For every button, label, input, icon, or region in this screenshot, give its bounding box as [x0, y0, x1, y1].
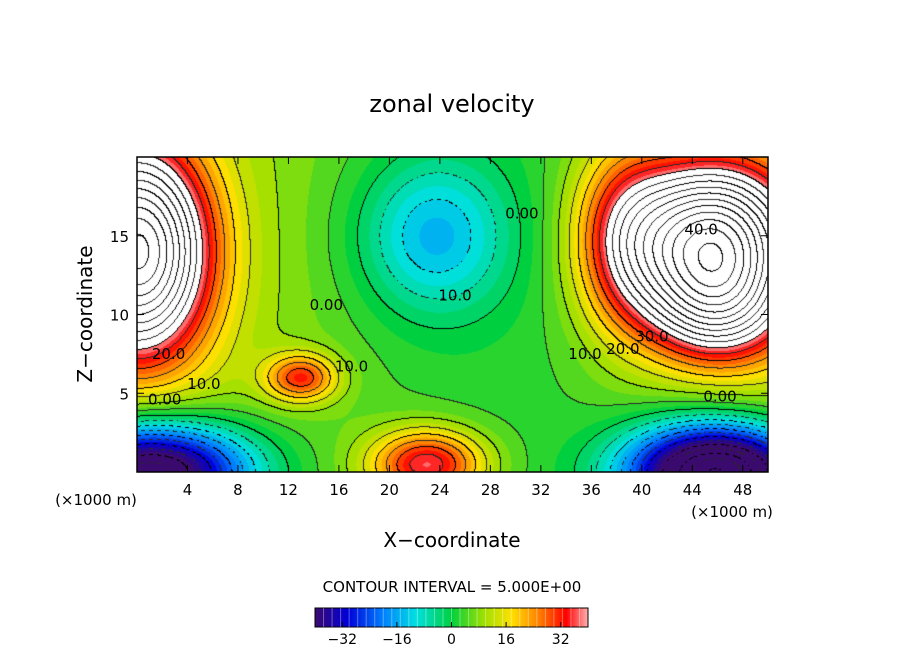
x-tick-label: 44 — [683, 481, 702, 499]
contour-label: 20.0 — [606, 340, 639, 358]
contour-label: 10.0 — [335, 357, 368, 375]
colorbar-tick-label: 0 — [447, 632, 456, 648]
contour-label: 0.00 — [505, 205, 538, 223]
contour-label: 0.00 — [148, 391, 181, 409]
colorbar-tick-label: 16 — [497, 632, 515, 648]
contour-label: 10.0 — [568, 345, 601, 363]
x-tick-label: 36 — [582, 481, 601, 499]
contour-label: 20.0 — [152, 345, 185, 363]
contour-label: 10.0 — [438, 287, 471, 305]
colorbar-stripes — [323, 608, 580, 627]
x-unit-right: (×1000 m) — [691, 503, 773, 521]
x-tick-label: 24 — [430, 481, 449, 499]
contour-label: 10.0 — [187, 375, 220, 393]
contour-interval-label: CONTOUR INTERVAL = 5.000E+00 — [323, 578, 582, 596]
x-tick-label: 8 — [233, 481, 243, 499]
x-tick-label: 32 — [531, 481, 550, 499]
colorbar: −32 −16 0 16 32 — [314, 607, 589, 648]
contour-label: 40.0 — [684, 220, 717, 238]
contour-field — [137, 157, 768, 472]
y-axis-ticks: 5 10 15 — [110, 228, 768, 403]
contour-label: 30.0 — [635, 328, 668, 346]
x-tick-label: 20 — [380, 481, 399, 499]
y-tick-label: 5 — [119, 385, 129, 403]
y-tick-label: 10 — [110, 307, 129, 325]
colorbar-ticks: −32 −16 0 16 32 — [328, 622, 570, 648]
x-tick-label: 4 — [183, 481, 193, 499]
contour-label: 0.00 — [310, 296, 343, 314]
x-tick-label: 16 — [329, 481, 348, 499]
colorbar-tick-label: −16 — [382, 632, 412, 648]
x-tick-label: 40 — [632, 481, 651, 499]
contour-labels: 40.030.020.010.00.000.0010.00.0010.020.0… — [148, 205, 737, 409]
y-tick-label: 15 — [110, 228, 129, 246]
x-unit-left: (×1000 m) — [55, 491, 137, 509]
y-axis-label: Z−coordinate — [73, 245, 97, 382]
x-tick-label: 48 — [733, 481, 752, 499]
colorbar-tick-label: −32 — [328, 632, 358, 648]
x-axis-ticks: 4 8 12 16 20 24 28 32 36 40 44 48 — [183, 157, 752, 499]
chart-title: zonal velocity — [369, 90, 534, 118]
x-tick-label: 12 — [279, 481, 298, 499]
x-axis-label: X−coordinate — [383, 528, 520, 552]
contour-label: 0.00 — [703, 387, 736, 405]
colorbar-tick-label: 32 — [552, 632, 570, 648]
x-tick-label: 28 — [481, 481, 500, 499]
